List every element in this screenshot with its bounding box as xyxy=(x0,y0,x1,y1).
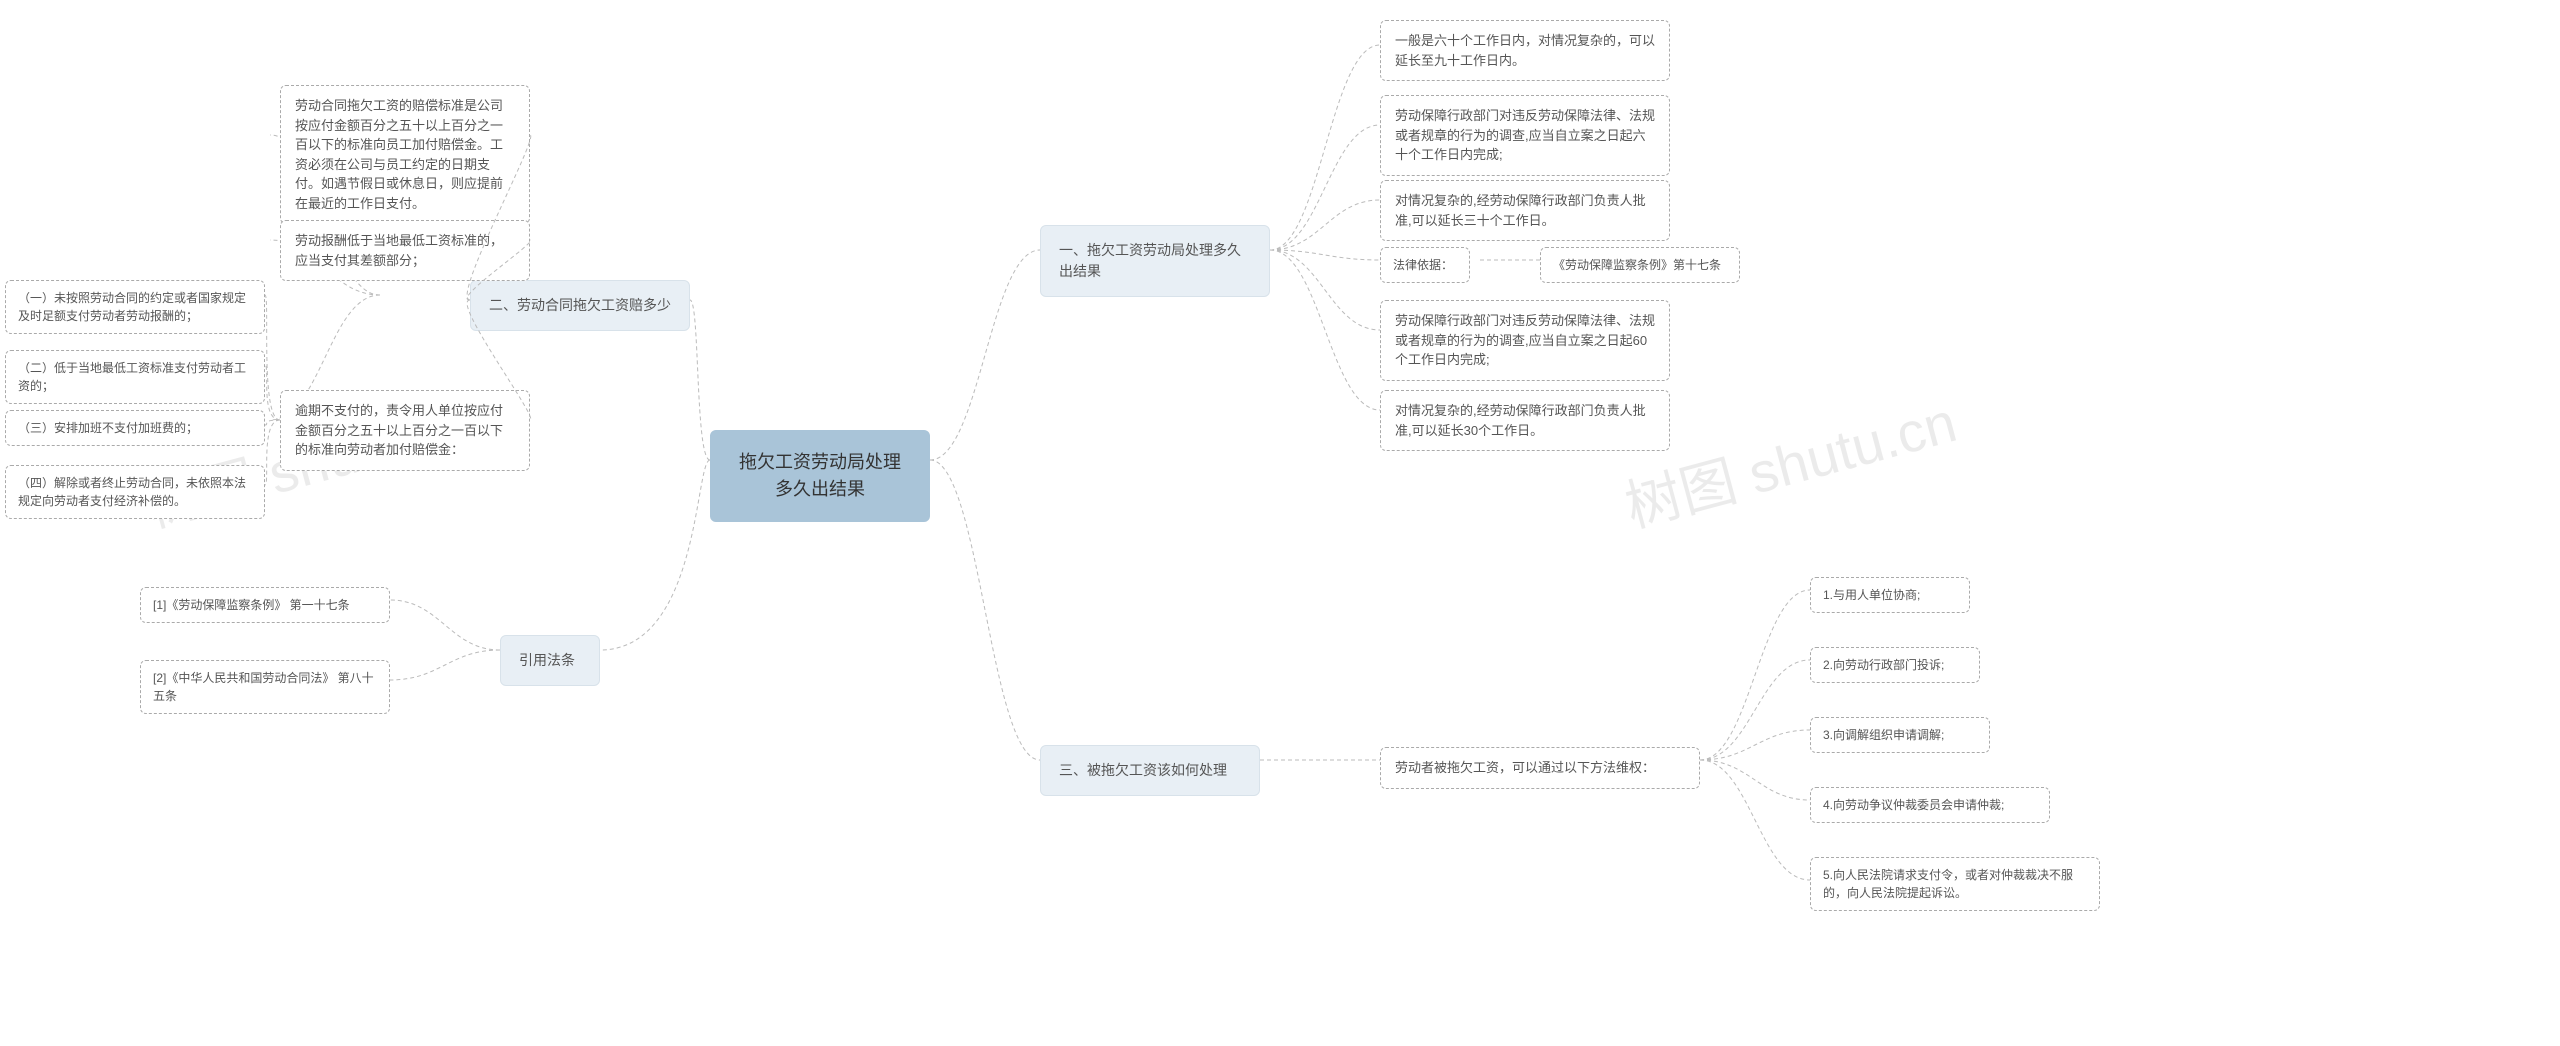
b3-d5: 5.向人民法院请求支付令，或者对仲裁裁决不服的，向人民法院提起诉讼。 xyxy=(1810,857,2100,911)
b1-c6: 对情况复杂的,经劳动保障行政部门负责人批准,可以延长30个工作日。 xyxy=(1380,390,1670,451)
b1-c1: 一般是六十个工作日内，对情况复杂的，可以延长至九十工作日内。 xyxy=(1380,20,1670,81)
b1-c3: 对情况复杂的,经劳动保障行政部门负责人批准,可以延长三十个工作日。 xyxy=(1380,180,1670,241)
b1-c2: 劳动保障行政部门对违反劳动保障法律、法规或者规章的行为的调查,应当自立案之日起六… xyxy=(1380,95,1670,176)
branch-2: 二、劳动合同拖欠工资赔多少 xyxy=(470,280,690,331)
branch-3: 三、被拖欠工资该如何处理 xyxy=(1040,745,1260,796)
branch-law: 引用法条 xyxy=(500,635,600,686)
branch-1: 一、拖欠工资劳动局处理多久出结果 xyxy=(1040,225,1270,297)
b1-c5: 劳动保障行政部门对违反劳动保障法律、法规或者规章的行为的调查,应当自立案之日起6… xyxy=(1380,300,1670,381)
b3-d2: 2.向劳动行政部门投诉; xyxy=(1810,647,1980,683)
b3-c1: 劳动者被拖欠工资，可以通过以下方法维权： xyxy=(1380,747,1700,789)
b1-c4b: 《劳动保障监察条例》第十七条 xyxy=(1540,247,1740,283)
b2-d3: （三）安排加班不支付加班费的； xyxy=(5,410,265,446)
law-c2: [2]《中华人民共和国劳动合同法》 第八十五条 xyxy=(140,660,390,714)
b3-d1: 1.与用人单位协商; xyxy=(1810,577,1970,613)
b2-c3: 逾期不支付的，责令用人单位按应付金额百分之五十以上百分之一百以下的标准向劳动者加… xyxy=(280,390,530,471)
b2-d2: （二）低于当地最低工资标准支付劳动者工资的； xyxy=(5,350,265,404)
b2-c1: 劳动合同拖欠工资的赔偿标准是公司按应付金额百分之五十以上百分之一百以下的标准向员… xyxy=(280,85,530,224)
b1-c4: 法律依据： xyxy=(1380,247,1470,283)
b2-d1: （一）未按照劳动合同的约定或者国家规定及时足额支付劳动者劳动报酬的； xyxy=(5,280,265,334)
law-c1: [1]《劳动保障监察条例》 第一十七条 xyxy=(140,587,390,623)
b2-d4: （四）解除或者终止劳动合同，未依照本法规定向劳动者支付经济补偿的。 xyxy=(5,465,265,519)
b3-d3: 3.向调解组织申请调解; xyxy=(1810,717,1990,753)
b2-c2: 劳动报酬低于当地最低工资标准的，应当支付其差额部分； xyxy=(280,220,530,281)
root-node: 拖欠工资劳动局处理多久出结果 xyxy=(710,430,930,522)
b3-d4: 4.向劳动争议仲裁委员会申请仲裁; xyxy=(1810,787,2050,823)
